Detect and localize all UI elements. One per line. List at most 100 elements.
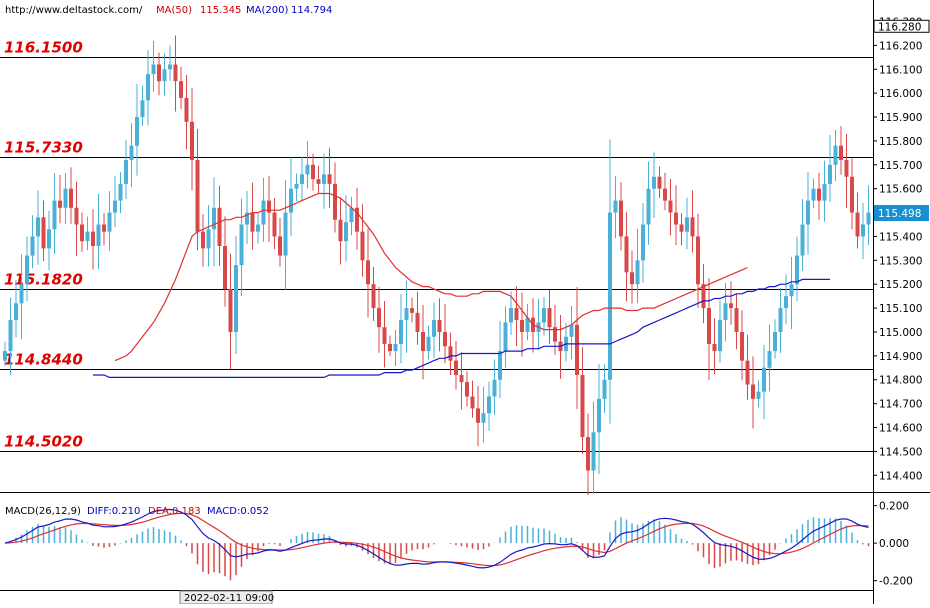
macd-diff-line (4, 508, 869, 569)
candle-body (19, 284, 24, 304)
macd-tick-label: 0.000 (879, 538, 909, 550)
candle-body (69, 188, 73, 208)
candle-body (795, 255, 799, 285)
candle-body (470, 396, 475, 409)
price-tick-label: 115.200 (879, 279, 922, 291)
top-marker-label: 116.280 (878, 21, 921, 33)
candle-body (514, 308, 519, 321)
candle-body (113, 200, 117, 213)
candle-body (415, 312, 420, 332)
candle-body (245, 212, 249, 225)
candle-body (476, 408, 480, 423)
candle-body (388, 343, 392, 352)
candle-body (140, 100, 145, 118)
candle-body (333, 183, 337, 220)
price-tick-label: 116.000 (879, 88, 922, 100)
candle-body (553, 327, 557, 342)
price-tick-label: 114.900 (879, 351, 922, 363)
candle-body (784, 296, 788, 309)
candle-body (448, 346, 453, 361)
macd-macd-value: MACD:0.052 (207, 506, 269, 517)
candle-body (575, 324, 579, 375)
candle-body (542, 308, 546, 323)
candle-body (492, 379, 497, 397)
candle-body (657, 176, 662, 189)
level-label: 114.5020 (4, 433, 83, 451)
price-tick-label: 116.100 (879, 64, 922, 76)
price-tick-label: 115.800 (879, 136, 922, 148)
current-price-label: 115.498 (878, 208, 921, 220)
candle-body (459, 374, 464, 383)
price-tick-label: 114.700 (879, 399, 922, 411)
candle-body (613, 200, 618, 213)
candle-body (822, 183, 827, 201)
candle-body (800, 224, 805, 256)
candle-body (30, 236, 35, 256)
candle-body (355, 207, 359, 232)
candle-body (344, 222, 348, 242)
candle-body (151, 64, 156, 75)
price-tick-label: 115.600 (879, 184, 922, 196)
ma50-line (114, 192, 748, 362)
candle-body (300, 174, 304, 184)
candle-body (509, 308, 513, 323)
candle-body (630, 272, 634, 285)
candle-body (91, 231, 95, 246)
candle-body (239, 224, 244, 266)
candle-body (866, 212, 871, 225)
candle-body (767, 351, 772, 368)
candle-body (327, 174, 332, 184)
price-tick-label: 114.400 (879, 470, 922, 482)
candle-body (487, 396, 491, 414)
candle-body (432, 320, 436, 337)
support-resistance-levels: 116.1500 115.7330 115.1820 114.8440 114.5020 (0, 39, 873, 452)
candle-body (36, 217, 40, 237)
candle-body (773, 331, 777, 352)
ma200-value: 114.794 (291, 5, 332, 16)
candle-body (399, 320, 403, 344)
candle-body (817, 188, 821, 201)
candle-body (173, 64, 178, 82)
candle-body (652, 176, 656, 189)
candle-body (729, 303, 733, 309)
candle-body (256, 224, 260, 232)
candle-body (410, 308, 414, 313)
candle-body (569, 324, 574, 337)
candle-body (305, 164, 310, 175)
candle-body (261, 200, 266, 225)
ma200-label: MA(200) (246, 5, 288, 16)
candle-body (382, 327, 387, 344)
macd-axis: 0.200 0.000 -0.200 (873, 501, 913, 588)
price-tick-label: 114.500 (879, 446, 922, 458)
candle-body (366, 260, 370, 285)
candle-body (762, 367, 766, 392)
candle-body (118, 183, 123, 201)
price-tick-label: 115.700 (879, 160, 922, 172)
candle-body (828, 164, 832, 184)
candle-body (85, 231, 90, 242)
candle-body (839, 145, 843, 161)
candle-body (806, 200, 810, 225)
candle-body (223, 246, 227, 289)
candle-body (96, 224, 101, 246)
candle-body (525, 317, 530, 332)
candle-body (63, 188, 68, 208)
candle-body (102, 224, 106, 232)
price-tick-label: 115.900 (879, 112, 922, 124)
level-label: 115.7330 (4, 139, 83, 157)
ma50-label: MA(50) (156, 5, 192, 16)
candle-body (322, 174, 326, 184)
candle-body (740, 331, 744, 361)
candle-body (393, 343, 398, 352)
candle-body (250, 212, 255, 232)
candle-body (547, 308, 552, 328)
ma50-value: 115.345 (200, 5, 241, 16)
candle-body (201, 231, 205, 249)
candle-body (349, 207, 354, 223)
candle-body (421, 331, 425, 352)
candle-body (646, 188, 651, 225)
candle-body (701, 284, 706, 309)
candle-body (294, 183, 299, 189)
candle-body (278, 236, 282, 256)
